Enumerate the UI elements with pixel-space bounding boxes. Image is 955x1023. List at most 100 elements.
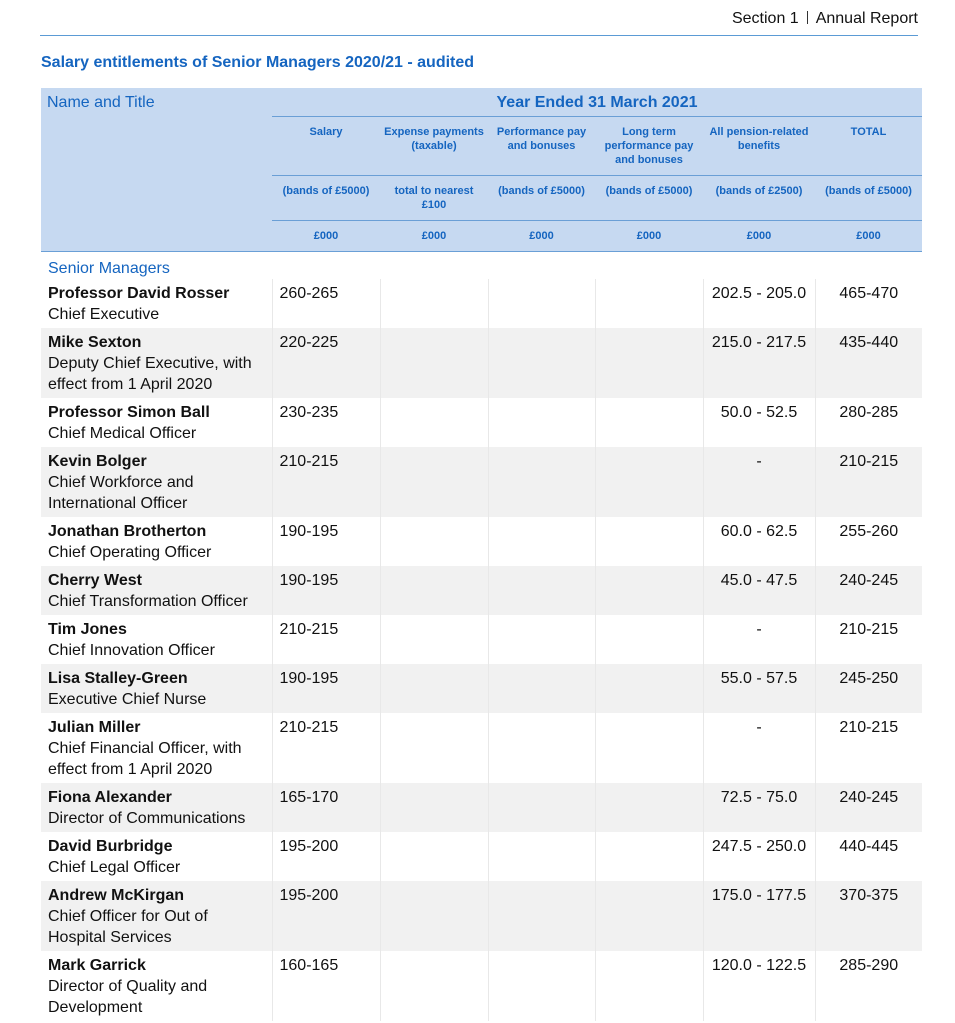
column-header: TOTAL [815,116,922,176]
name-cell: Fiona Alexander Director of Communication… [41,783,272,832]
person-name: Cherry West [48,572,142,589]
pension-cell: 50.0 - 52.5 [702,398,815,447]
empty-cell [379,783,488,832]
table-row: Professor Simon Ball Chief Medical Office… [41,398,922,447]
empty-cell [379,566,488,615]
empty-cell [594,881,703,951]
job-title: Deputy Chief Executive, with effect from… [48,355,252,393]
person-name: Julian Miller [48,719,141,736]
table-row: Kevin Bolger Chief Workforce and Internat… [41,447,922,517]
salary-cell: 210-215 [271,713,380,783]
empty-cell [487,664,595,713]
total-cell: 210-215 [814,713,922,783]
salary-cell: 210-215 [271,615,380,664]
total-cell: 240-245 [814,783,922,832]
empty-cell [594,566,703,615]
unit-header: £000 [815,220,922,252]
total-cell: 240-245 [814,566,922,615]
empty-cell [487,566,595,615]
empty-cell [487,951,595,1021]
empty-cell [594,398,703,447]
band-header: (bands of £2500) [703,175,815,221]
table-row: David Burbridge Chief Legal Officer 195-20… [41,832,922,881]
name-cell: Lisa Stalley-Green Executive Chief Nurse [41,664,272,713]
empty-cell [594,832,703,881]
column-header: Performance pay and bonuses [488,116,595,176]
job-title: Chief Transformation Officer [48,593,248,610]
unit-header: £000 [272,220,380,252]
empty-cell [379,664,488,713]
empty-cell [487,832,595,881]
name-cell: Professor Simon Ball Chief Medical Office… [41,398,272,447]
section: Section 1 [731,10,799,27]
salary-cell: 190-195 [271,664,380,713]
empty-cell [379,713,488,783]
job-title: Chief Officer for Out of Hospital Servic… [48,908,208,946]
table-row: Lisa Stalley-Green Executive Chief Nurse 1… [41,664,922,713]
job-title: Chief Operating Officer [48,544,212,561]
total-cell: 465-470 [814,279,922,328]
total-cell: 280-285 [814,398,922,447]
total-cell: 440-445 [814,832,922,881]
person-name: Andrew McKirgan [48,887,185,904]
total-cell: 370-375 [814,881,922,951]
name-cell: Jonathan Brotherton Chief Operating Offic… [41,517,272,566]
empty-cell [379,951,488,1021]
table-row: Julian Miller Chief Financial Officer, wi… [41,713,922,783]
salary-cell: 195-200 [271,881,380,951]
table-row: Tim Jones Chief Innovation Officer 210-215… [41,615,922,664]
unit-header: £000 [703,220,815,252]
band-header: (bands of £5000) [272,175,380,221]
pension-cell: 60.0 - 62.5 [702,517,815,566]
band-header: total to nearest £100 [380,175,488,221]
name-cell: Andrew McKirgan Chief Officer for Out of … [41,881,272,951]
job-title: Director of Communications [48,810,246,827]
table-row: Professor David Rosser Chief Executive 260… [41,279,922,328]
empty-cell [379,517,488,566]
empty-cell [487,881,595,951]
job-title: Chief Executive [48,306,160,323]
pension-cell: 215.0 - 217.5 [702,328,815,398]
person-name: Professor David Rosser [48,285,230,302]
pension-cell: 175.0 - 177.5 [702,881,815,951]
empty-cell [487,783,595,832]
empty-cell [379,328,488,398]
salary-table: Name and Title Year Ended 31 March 2021 S… [41,88,922,1021]
name-cell: Mike Sexton Deputy Chief Executive, with … [41,328,272,398]
total-cell: 245-250 [814,664,922,713]
table-row: Mike Sexton Deputy Chief Executive, with … [41,328,922,398]
empty-cell [379,832,488,881]
pension-cell: 72.5 - 75.0 [702,783,815,832]
person-name: Jonathan Brotherton [48,523,207,540]
total-cell: 435-440 [814,328,922,398]
empty-cell [379,279,488,328]
name-cell: Kevin Bolger Chief Workforce and Internat… [41,447,272,517]
unit-header: £000 [488,220,595,252]
separator [806,11,808,24]
person-name: Professor Simon Ball [48,404,210,421]
job-title: Executive Chief Nurse [48,691,207,708]
total-cell: 255-260 [814,517,922,566]
job-title: Director of Quality and Development [48,978,208,1016]
name-cell: Professor David Rosser Chief Executive [41,279,272,328]
salary-cell: 220-225 [271,328,380,398]
band-header: (bands of £5000) [488,175,595,221]
table-row: Fiona Alexander Director of Communication… [41,783,922,832]
name-cell: David Burbridge Chief Legal Officer [41,832,272,881]
empty-cell [594,783,703,832]
empty-cell [487,615,595,664]
total-cell: 210-215 [814,615,922,664]
pension-cell: 45.0 - 47.5 [702,566,815,615]
table-row: Jonathan Brotherton Chief Operating Offic… [41,517,922,566]
person-name: David Burbridge [48,838,173,855]
pension-cell: - [702,713,815,783]
empty-cell [379,398,488,447]
empty-cell [594,664,703,713]
table-title: Salary entitlements of Senior Managers 2… [41,54,475,71]
person-name: Kevin Bolger [48,453,147,470]
total-cell: 210-215 [814,447,922,517]
empty-cell [487,713,595,783]
empty-cell [487,398,595,447]
salary-cell: 190-195 [271,566,380,615]
empty-cell [594,615,703,664]
